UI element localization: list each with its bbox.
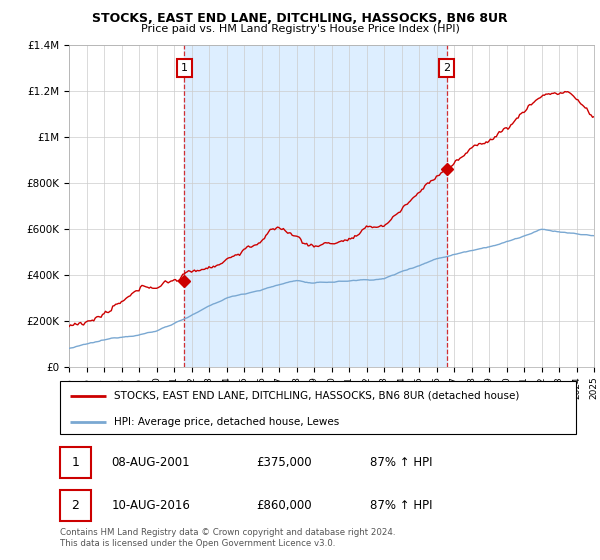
- Text: £860,000: £860,000: [256, 499, 312, 512]
- Text: This data is licensed under the Open Government Licence v3.0.: This data is licensed under the Open Gov…: [60, 539, 335, 548]
- Text: Price paid vs. HM Land Registry's House Price Index (HPI): Price paid vs. HM Land Registry's House …: [140, 24, 460, 34]
- Bar: [184, 45, 446, 367]
- Text: STOCKS, EAST END LANE, DITCHLING, HASSOCKS, BN6 8UR (detached house): STOCKS, EAST END LANE, DITCHLING, HASSOC…: [114, 391, 520, 401]
- Text: Contains HM Land Registry data © Crown copyright and database right 2024.: Contains HM Land Registry data © Crown c…: [60, 528, 395, 536]
- Text: 87% ↑ HPI: 87% ↑ HPI: [370, 499, 432, 512]
- Text: 87% ↑ HPI: 87% ↑ HPI: [370, 456, 432, 469]
- Text: 1: 1: [181, 63, 188, 73]
- Text: 2: 2: [443, 63, 450, 73]
- Text: £375,000: £375,000: [256, 456, 312, 469]
- Text: HPI: Average price, detached house, Lewes: HPI: Average price, detached house, Lewe…: [114, 417, 340, 427]
- FancyBboxPatch shape: [60, 491, 91, 521]
- Text: 10-AUG-2016: 10-AUG-2016: [112, 499, 190, 512]
- Text: 08-AUG-2001: 08-AUG-2001: [112, 456, 190, 469]
- Text: 1: 1: [71, 456, 79, 469]
- Text: 2: 2: [71, 499, 79, 512]
- Text: STOCKS, EAST END LANE, DITCHLING, HASSOCKS, BN6 8UR: STOCKS, EAST END LANE, DITCHLING, HASSOC…: [92, 12, 508, 25]
- FancyBboxPatch shape: [60, 447, 91, 478]
